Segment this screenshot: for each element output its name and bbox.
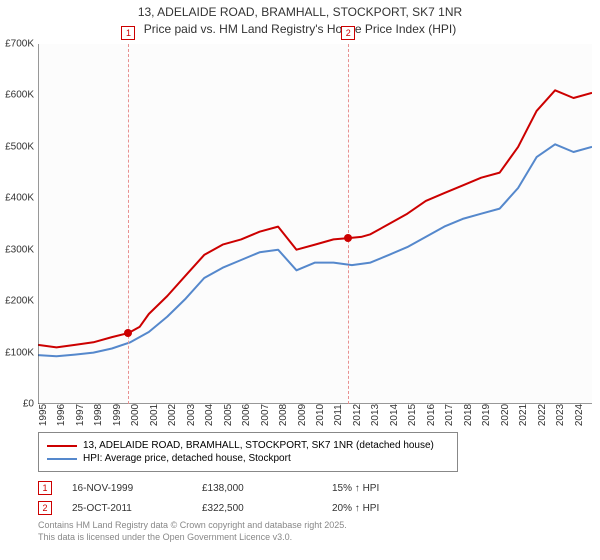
table-row: 2 25-OCT-2011 £322,500 20% ↑ HPI bbox=[38, 498, 462, 518]
x-tick-label: 2022 bbox=[537, 404, 548, 426]
x-tick-label: 2018 bbox=[463, 404, 474, 426]
x-tick-label: 2004 bbox=[204, 404, 215, 426]
y-tick-label: £500K bbox=[0, 141, 34, 152]
y-tick-label: £0 bbox=[0, 399, 34, 410]
footer-attribution: Contains HM Land Registry data © Crown c… bbox=[38, 520, 347, 543]
x-tick-label: 2023 bbox=[555, 404, 566, 426]
txn-price-2: £322,500 bbox=[202, 503, 332, 514]
x-tick-label: 2017 bbox=[444, 404, 455, 426]
x-tick-label: 2002 bbox=[167, 404, 178, 426]
table-row: 1 16-NOV-1999 £138,000 15% ↑ HPI bbox=[38, 478, 462, 498]
chart-area: £0£100K£200K£300K£400K£500K£600K£700K199… bbox=[38, 44, 592, 404]
x-tick-label: 2011 bbox=[333, 404, 344, 426]
x-tick-label: 2019 bbox=[481, 404, 492, 426]
txn-delta-1: 15% ↑ HPI bbox=[332, 483, 462, 494]
plot-svg bbox=[38, 44, 592, 404]
title-line1: 13, ADELAIDE ROAD, BRAMHALL, STOCKPORT, … bbox=[0, 4, 600, 21]
series-line-hpi bbox=[38, 144, 592, 356]
marker-line bbox=[128, 44, 129, 404]
footer-line2: This data is licensed under the Open Gov… bbox=[38, 532, 347, 544]
legend-swatch-address bbox=[47, 445, 77, 447]
x-tick-label: 1996 bbox=[56, 404, 67, 426]
x-tick-label: 2015 bbox=[407, 404, 418, 426]
legend: 13, ADELAIDE ROAD, BRAMHALL, STOCKPORT, … bbox=[38, 432, 458, 472]
txn-marker-1: 1 bbox=[38, 481, 52, 495]
legend-row-hpi: HPI: Average price, detached house, Stoc… bbox=[47, 453, 449, 464]
legend-swatch-hpi bbox=[47, 458, 77, 460]
x-tick-label: 2008 bbox=[278, 404, 289, 426]
footer-line1: Contains HM Land Registry data © Crown c… bbox=[38, 520, 347, 532]
y-tick-label: £200K bbox=[0, 296, 34, 307]
y-tick-label: £700K bbox=[0, 39, 34, 50]
legend-label-address: 13, ADELAIDE ROAD, BRAMHALL, STOCKPORT, … bbox=[83, 440, 434, 451]
marker-box: 1 bbox=[121, 26, 135, 40]
txn-price-1: £138,000 bbox=[202, 483, 332, 494]
x-tick-label: 2014 bbox=[389, 404, 400, 426]
x-tick-label: 2000 bbox=[130, 404, 141, 426]
x-tick-label: 2020 bbox=[500, 404, 511, 426]
x-tick-label: 2024 bbox=[574, 404, 585, 426]
y-tick-label: £400K bbox=[0, 193, 34, 204]
y-tick-label: £600K bbox=[0, 90, 34, 101]
x-tick-label: 2010 bbox=[315, 404, 326, 426]
x-tick-label: 2007 bbox=[260, 404, 271, 426]
marker-line bbox=[348, 44, 349, 404]
y-tick-label: £100K bbox=[0, 347, 34, 358]
x-tick-label: 2016 bbox=[426, 404, 437, 426]
x-tick-label: 1995 bbox=[38, 404, 49, 426]
x-tick-label: 2013 bbox=[370, 404, 381, 426]
x-tick-label: 1999 bbox=[112, 404, 123, 426]
x-tick-label: 2005 bbox=[223, 404, 234, 426]
x-tick-label: 1997 bbox=[75, 404, 86, 426]
legend-label-hpi: HPI: Average price, detached house, Stoc… bbox=[83, 453, 291, 464]
plot-region: £0£100K£200K£300K£400K£500K£600K£700K199… bbox=[38, 44, 592, 404]
x-tick-label: 2021 bbox=[518, 404, 529, 426]
x-tick-label: 2001 bbox=[149, 404, 160, 426]
txn-date-1: 16-NOV-1999 bbox=[72, 483, 202, 494]
chart-title: 13, ADELAIDE ROAD, BRAMHALL, STOCKPORT, … bbox=[0, 0, 600, 38]
legend-row-address: 13, ADELAIDE ROAD, BRAMHALL, STOCKPORT, … bbox=[47, 440, 449, 451]
txn-marker-2: 2 bbox=[38, 501, 52, 515]
marker-dot bbox=[344, 234, 352, 242]
y-tick-label: £300K bbox=[0, 244, 34, 255]
txn-delta-2: 20% ↑ HPI bbox=[332, 503, 462, 514]
x-tick-label: 2009 bbox=[297, 404, 308, 426]
series-line-address bbox=[38, 90, 592, 347]
x-tick-label: 2012 bbox=[352, 404, 363, 426]
marker-box: 2 bbox=[341, 26, 355, 40]
x-tick-label: 2006 bbox=[241, 404, 252, 426]
transaction-table: 1 16-NOV-1999 £138,000 15% ↑ HPI 2 25-OC… bbox=[38, 478, 462, 518]
x-tick-label: 2003 bbox=[186, 404, 197, 426]
axis-lines bbox=[38, 44, 592, 404]
title-line2: Price paid vs. HM Land Registry's House … bbox=[0, 21, 600, 38]
txn-date-2: 25-OCT-2011 bbox=[72, 503, 202, 514]
x-tick-label: 1998 bbox=[93, 404, 104, 426]
marker-dot bbox=[124, 329, 132, 337]
